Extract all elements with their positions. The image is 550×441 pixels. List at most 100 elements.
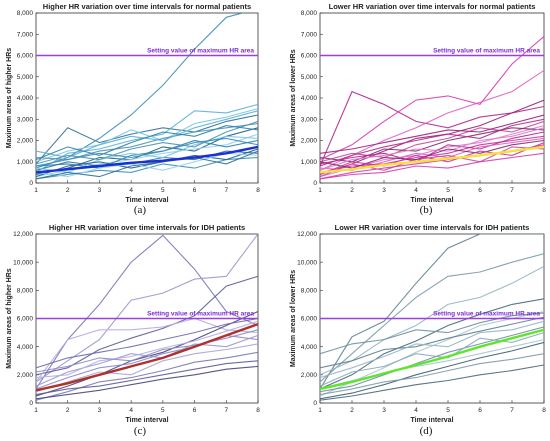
threshold-label: Setting value of maximum HR area	[147, 311, 254, 318]
x-tick-label: 2	[66, 187, 70, 194]
series-line	[36, 120, 258, 165]
y-tick-label: 4,000	[301, 344, 318, 351]
series-line	[320, 114, 544, 154]
x-tick-label: 4	[414, 407, 418, 414]
x-tick-label: 3	[98, 407, 102, 414]
x-tick-label: 5	[446, 187, 450, 194]
y-tick-label: 4,000	[301, 95, 318, 102]
x-axis-label: Time interval	[410, 417, 453, 424]
series-line	[320, 131, 544, 165]
y-tick-label: 3,000	[301, 116, 318, 123]
x-tick-label: 7	[510, 187, 514, 194]
x-tick-label: 3	[382, 187, 386, 194]
y-axis-label: Maximum areas of lower HRs	[290, 270, 297, 367]
y-tick-label: 5,000	[17, 74, 34, 81]
series-line	[320, 127, 544, 163]
series-line	[36, 139, 258, 169]
series-line	[320, 146, 544, 178]
mean-line	[320, 145, 544, 174]
y-axis-label: Maximum areas of lower HRs	[290, 49, 297, 146]
series-line	[320, 99, 544, 176]
panel-label: (b)	[420, 204, 433, 216]
y-tick-label: 2,000	[301, 372, 318, 379]
series-line	[320, 118, 544, 167]
chart-panel-4: Lower HR variation over time intervals f…	[290, 223, 546, 437]
x-tick-label: 1	[34, 187, 38, 194]
series-line	[320, 341, 544, 400]
series-line	[36, 365, 258, 400]
chart-title: Lower HR variation over time intervals f…	[329, 2, 536, 11]
threshold-label: Setting value of maximum HR area	[147, 48, 254, 55]
series-line	[36, 137, 258, 167]
y-tick-label: 8,000	[17, 288, 34, 295]
x-tick-label: 8	[256, 407, 260, 414]
y-tick-label: 4,000	[17, 95, 34, 102]
series-line	[36, 108, 258, 163]
mean-line	[36, 145, 258, 174]
series-line	[36, 148, 258, 178]
x-axis-label: Time interval	[125, 197, 168, 204]
series-line	[36, 13, 245, 169]
x-tick-label: 2	[350, 187, 354, 194]
x-tick-label: 1	[34, 407, 38, 414]
x-tick-label: 3	[98, 187, 102, 194]
x-tick-label: 5	[161, 407, 165, 414]
series-line	[320, 152, 544, 180]
y-tick-label: 10,000	[13, 259, 33, 266]
x-tick-label: 6	[478, 187, 482, 194]
chart-title: Higher HR variation over time intervals …	[49, 223, 245, 232]
x-tick-label: 3	[382, 407, 386, 414]
series-line	[36, 150, 258, 180]
chart-title: Lower HR variation over time intervals f…	[335, 223, 530, 232]
x-axis-label: Time interval	[125, 417, 168, 424]
y-tick-label: 2,000	[17, 138, 34, 145]
series-group	[36, 13, 258, 180]
y-tick-label: 2,000	[17, 372, 34, 379]
series-line	[320, 139, 544, 169]
y-axis-label: Maximum areas of higher HRs	[6, 48, 13, 148]
y-tick-label: 8,000	[17, 10, 34, 17]
y-tick-label: 12,000	[297, 231, 317, 238]
panel-label: (a)	[134, 204, 147, 216]
x-tick-label: 4	[129, 187, 133, 194]
x-tick-label: 4	[129, 407, 133, 414]
mean-line	[320, 328, 544, 391]
series-line	[36, 156, 258, 180]
panel-label: (c)	[134, 425, 147, 437]
series-line	[36, 360, 258, 396]
x-tick-label: 2	[350, 407, 354, 414]
series-line	[320, 312, 544, 355]
chart-panel-3: Higher HR variation over time intervals …	[6, 223, 260, 437]
x-tick-label: 5	[161, 187, 165, 194]
x-tick-label: 1	[318, 187, 322, 194]
x-tick-label: 6	[193, 187, 197, 194]
y-tick-label: 7,000	[301, 31, 318, 38]
series-line	[320, 316, 544, 369]
series-line	[320, 253, 544, 383]
series-line	[36, 234, 258, 390]
series-line	[36, 310, 258, 397]
x-tick-label: 7	[224, 187, 228, 194]
series-line	[320, 35, 544, 161]
series-line	[36, 114, 258, 165]
y-axis-label: Maximum areas of higher HRs	[6, 268, 13, 368]
panel-label: (d)	[420, 425, 433, 437]
series-line	[320, 364, 544, 401]
y-tick-label: 7,000	[17, 31, 34, 38]
y-tick-label: 0	[313, 400, 317, 407]
series-line	[36, 320, 258, 379]
x-tick-label: 5	[446, 407, 450, 414]
series-line	[36, 351, 258, 401]
series-line	[36, 110, 258, 159]
series-line	[36, 334, 258, 387]
x-axis-label: Time interval	[410, 197, 453, 204]
series-line	[320, 265, 544, 376]
y-tick-label: 1,000	[301, 159, 318, 166]
chart-panel-1: Higher HR variation over time intervals …	[6, 2, 260, 216]
y-tick-label: 12,000	[13, 231, 33, 238]
series-line	[320, 326, 544, 393]
x-tick-label: 4	[414, 187, 418, 194]
y-tick-label: 6,000	[301, 316, 318, 323]
x-tick-label: 8	[542, 407, 546, 414]
